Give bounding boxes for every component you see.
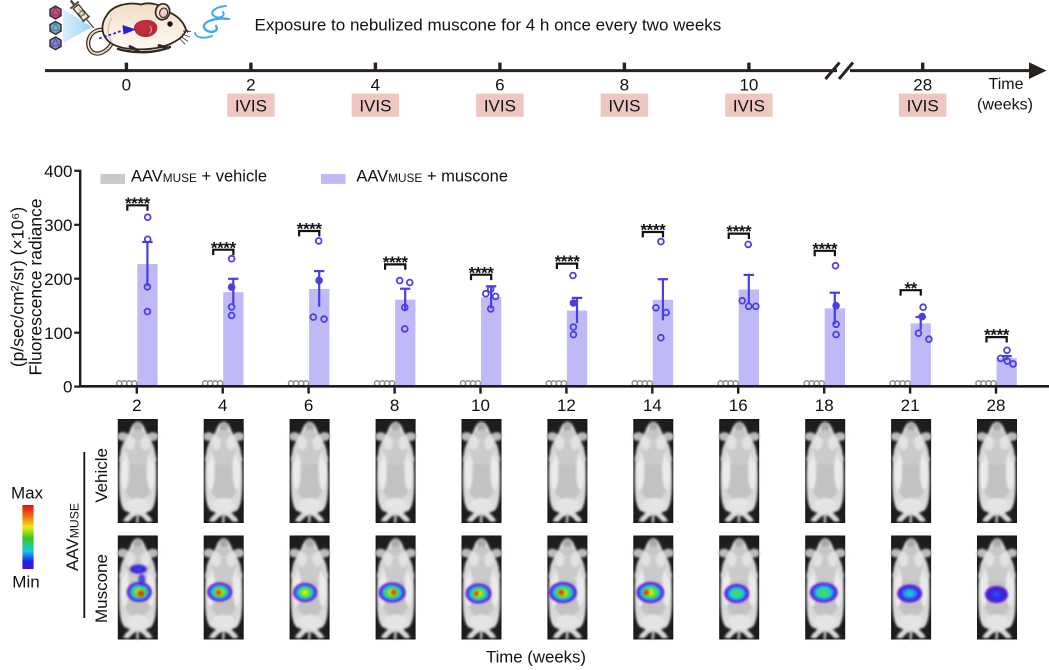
- svg-text:IVIS: IVIS: [907, 97, 939, 116]
- svg-text:8: 8: [390, 396, 399, 415]
- svg-text:16: 16: [729, 396, 748, 415]
- svg-text:28: 28: [913, 75, 932, 94]
- svg-text:12: 12: [557, 396, 576, 415]
- svg-text:4: 4: [371, 75, 380, 94]
- svg-text:Time (weeks): Time (weeks): [486, 648, 586, 667]
- svg-text:18: 18: [815, 396, 834, 415]
- svg-text:****: ****: [297, 220, 323, 239]
- svg-text:****: ****: [125, 194, 151, 213]
- svg-text:200: 200: [44, 270, 72, 289]
- svg-text:AAVMUSE + vehicle: AAVMUSE + vehicle: [131, 167, 267, 185]
- svg-text:0: 0: [63, 378, 72, 397]
- svg-text:****: ****: [211, 238, 237, 257]
- svg-text:AAVMUSE + muscone: AAVMUSE + muscone: [356, 167, 508, 185]
- svg-text:****: ****: [469, 263, 495, 282]
- svg-text:****: ****: [812, 239, 838, 258]
- svg-text:2: 2: [132, 396, 141, 415]
- svg-text:10: 10: [739, 75, 758, 94]
- svg-text:6: 6: [495, 75, 504, 94]
- svg-text:****: ****: [726, 222, 752, 241]
- svg-text:Min: Min: [12, 573, 39, 592]
- svg-text:300: 300: [44, 216, 72, 235]
- svg-text:0: 0: [122, 75, 131, 94]
- svg-text:2: 2: [246, 75, 255, 94]
- svg-text:(p/sec/cm²/sr) (×10⁶): (p/sec/cm²/sr) (×10⁶): [8, 207, 28, 367]
- svg-text:IVIS: IVIS: [235, 97, 267, 116]
- svg-text:4: 4: [218, 396, 227, 415]
- svg-text:IVIS: IVIS: [484, 97, 516, 116]
- svg-text:21: 21: [901, 396, 920, 415]
- svg-text:****: ****: [555, 252, 581, 271]
- svg-text:****: ****: [984, 326, 1010, 345]
- svg-text:100: 100: [44, 324, 72, 343]
- svg-text:10: 10: [471, 396, 490, 415]
- svg-text:Time: Time: [989, 76, 1024, 93]
- svg-text:IVIS: IVIS: [608, 97, 640, 116]
- svg-text:400: 400: [44, 162, 72, 181]
- svg-text:14: 14: [643, 396, 662, 415]
- svg-text:IVIS: IVIS: [359, 97, 391, 116]
- svg-text:Muscone: Muscone: [92, 554, 111, 623]
- svg-text:Fluorescence radiance: Fluorescence radiance: [26, 198, 46, 375]
- svg-text:****: ****: [383, 253, 409, 272]
- svg-text:28: 28: [987, 396, 1006, 415]
- svg-text:AAVMUSE: AAVMUSE: [63, 503, 82, 571]
- svg-text:6: 6: [304, 396, 313, 415]
- svg-text:IVIS: IVIS: [733, 97, 765, 116]
- svg-text:****: ****: [640, 221, 666, 240]
- svg-text:(weeks): (weeks): [977, 96, 1033, 113]
- svg-text:**: **: [904, 279, 917, 298]
- svg-text:Max: Max: [11, 484, 44, 503]
- svg-text:8: 8: [620, 75, 629, 94]
- svg-text:Vehicle: Vehicle: [92, 448, 111, 503]
- svg-text:Exposure to nebulized muscone: Exposure to nebulized muscone for 4 h on…: [255, 16, 722, 35]
